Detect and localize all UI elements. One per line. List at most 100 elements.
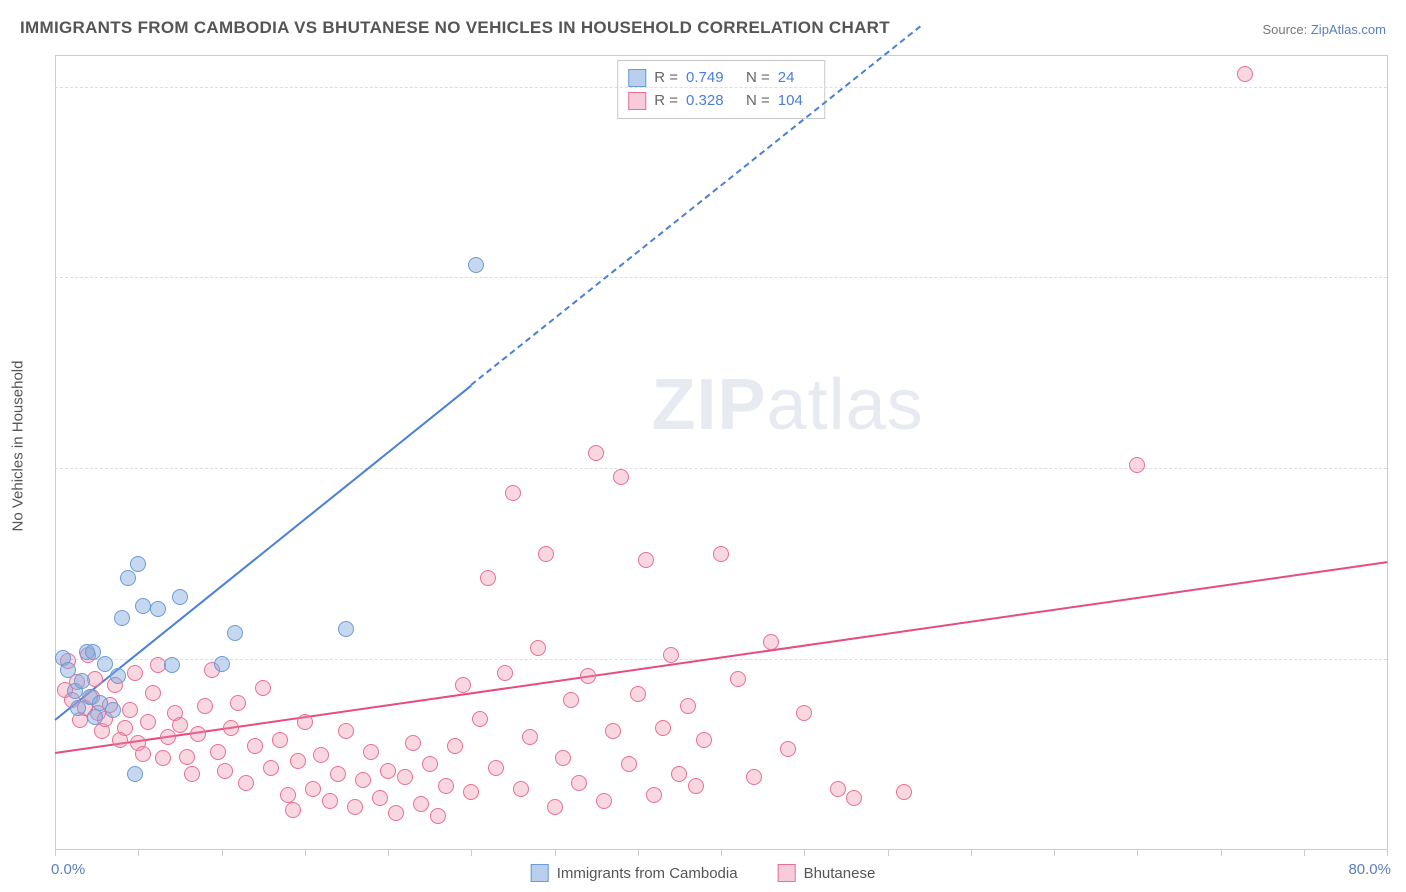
data-point [780,741,796,757]
data-point [127,665,143,681]
data-point [155,750,171,766]
data-point [263,760,279,776]
data-point [172,717,188,733]
data-point [763,634,779,650]
data-point [117,720,133,736]
x-tick [138,850,139,856]
gridline-h [55,468,1387,469]
data-point [217,763,233,779]
y-tick-label: 25.0% [1394,460,1406,477]
y-axis-line [55,56,56,850]
data-point [150,601,166,617]
data-point [120,570,136,586]
data-point [247,738,263,754]
y-tick-label: 50.0% [1394,78,1406,95]
data-point [338,723,354,739]
data-point [197,698,213,714]
data-point [580,668,596,684]
data-point [280,787,296,803]
data-point [455,677,471,693]
data-point [238,775,254,791]
y-axis-title: No Vehicles in Household [10,361,27,532]
data-point [214,656,230,672]
data-point [190,726,206,742]
data-point [730,671,746,687]
data-point [547,799,563,815]
chart-title: IMMIGRANTS FROM CAMBODIA VS BHUTANESE NO… [20,18,890,38]
data-point [571,775,587,791]
data-point [1129,457,1145,473]
data-point [372,790,388,806]
data-point [322,793,338,809]
data-point [105,702,121,718]
data-point [97,656,113,672]
data-point [285,802,301,818]
data-point [110,668,126,684]
data-point [605,723,621,739]
x-tick [1054,850,1055,856]
legend-swatch-2 [628,92,646,110]
data-point [179,749,195,765]
data-point [630,686,646,702]
x-tick [471,850,472,856]
data-point [538,546,554,562]
data-point [122,702,138,718]
data-point [830,781,846,797]
legend-swatch [531,864,549,882]
data-point [338,621,354,637]
legend-item: Bhutanese [778,864,876,882]
correlation-legend: R =0.749 N =24 R =0.328 N =104 [617,60,825,119]
data-point [127,766,143,782]
data-point [272,732,288,748]
data-point [621,756,637,772]
data-point [164,657,180,673]
data-point [355,772,371,788]
data-point [297,714,313,730]
data-point [422,756,438,772]
data-point [405,735,421,751]
data-point [447,738,463,754]
legend-label: Bhutanese [804,865,876,882]
data-point [713,546,729,562]
data-point [413,796,429,812]
legend-swatch-1 [628,69,646,87]
x-tick [1387,850,1388,856]
source-attribution: Source: ZipAtlas.com [1262,22,1386,37]
x-tick-max: 80.0% [1348,861,1391,878]
data-point [646,787,662,803]
x-tick [222,850,223,856]
data-point [210,744,226,760]
data-point [160,729,176,745]
data-point [663,647,679,663]
x-tick [888,850,889,856]
source-link[interactable]: ZipAtlas.com [1311,22,1386,37]
x-tick [721,850,722,856]
data-point [397,769,413,785]
data-point [223,720,239,736]
x-tick-min: 0.0% [51,861,85,878]
x-tick [1221,850,1222,856]
legend-label: Immigrants from Cambodia [557,865,738,882]
data-point [468,257,484,273]
data-point [1237,66,1253,82]
data-point [488,760,504,776]
data-point [255,680,271,696]
x-tick [1137,850,1138,856]
x-tick [55,850,56,856]
data-point [671,766,687,782]
y-tick-label: 37.5% [1394,269,1406,286]
data-point [688,778,704,794]
data-point [530,640,546,656]
data-point [145,685,161,701]
data-point [522,729,538,745]
x-tick [971,850,972,856]
data-point [796,705,812,721]
data-point [227,625,243,641]
plot-region: ZIPatlas R =0.749 N =24 R =0.328 N =104 … [55,56,1387,850]
data-point [135,746,151,762]
series-legend: Immigrants from Cambodia Bhutanese [531,864,876,882]
data-point [472,711,488,727]
gridline-h [55,87,1387,88]
x-tick [555,850,556,856]
data-point [380,763,396,779]
